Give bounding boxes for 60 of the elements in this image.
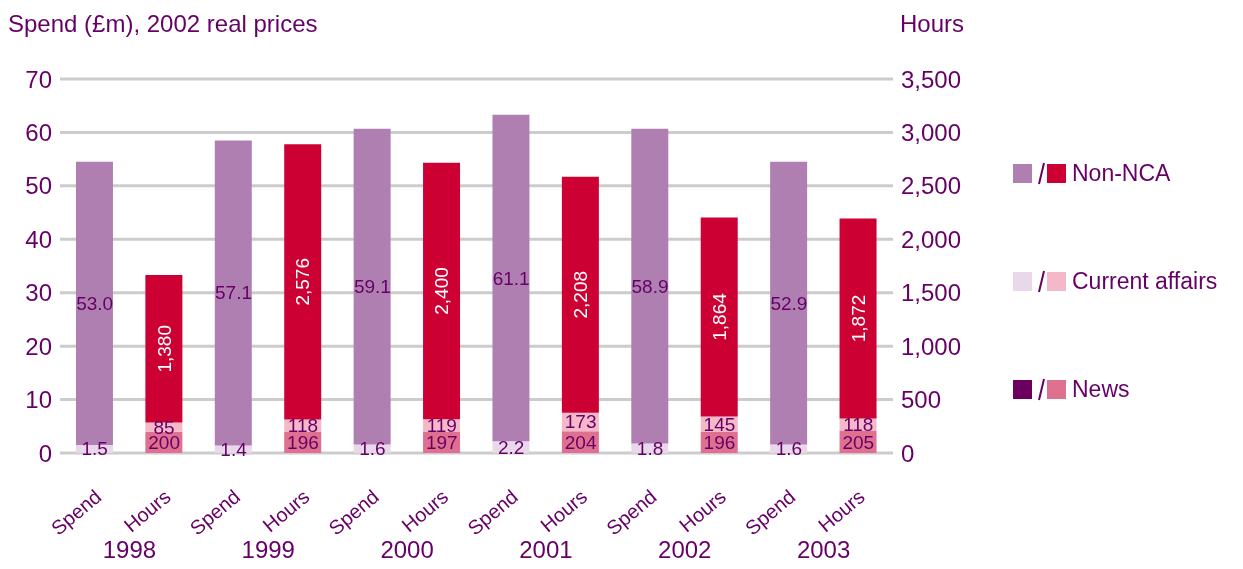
y-tick-label: 10 bbox=[25, 386, 52, 414]
bar bbox=[492, 114, 530, 442]
data-label: 2,576 bbox=[292, 258, 314, 306]
legend-label: Current affairs bbox=[1072, 267, 1218, 295]
bar bbox=[423, 162, 461, 420]
legend-label: Non-NCA bbox=[1072, 159, 1171, 187]
data-label: 1.5 bbox=[81, 438, 108, 460]
y-axis-title: Spend (£m), 2002 real prices bbox=[8, 10, 318, 38]
bar bbox=[561, 176, 599, 413]
y-tick-label: 50 bbox=[25, 172, 52, 200]
data-label: 145 bbox=[703, 413, 736, 435]
text: 2000 bbox=[379, 536, 435, 564]
data-label: 196 bbox=[703, 432, 736, 454]
y-tick-label: 60 bbox=[25, 118, 52, 146]
y2-axis-title: Hours bbox=[900, 10, 965, 38]
data-label: 2,208 bbox=[570, 270, 592, 319]
data-label: 1,864 bbox=[708, 292, 730, 341]
y-tick-label: 70 bbox=[25, 65, 52, 93]
bar bbox=[145, 275, 183, 423]
data-label: 204 bbox=[564, 431, 597, 453]
data-label: 2,400 bbox=[431, 267, 453, 315]
y2-tick-label: 3,500 bbox=[901, 65, 962, 93]
y-tick-label: 20 bbox=[25, 332, 52, 360]
data-label: 52.9 bbox=[770, 292, 808, 314]
y2-tick-label: 3,000 bbox=[901, 118, 962, 146]
text: 1998 bbox=[101, 536, 158, 564]
data-label: 53.0 bbox=[76, 292, 114, 314]
data-label: 173 bbox=[564, 411, 597, 433]
y2-tick-label: 500 bbox=[901, 386, 942, 414]
y2-tick-label: 2,500 bbox=[901, 172, 962, 200]
y-tick-label: 40 bbox=[25, 225, 52, 253]
data-label: 59.1 bbox=[353, 276, 391, 298]
data-label: 196 bbox=[287, 432, 319, 454]
data-label: 1,380 bbox=[153, 325, 175, 373]
y-tick-label: 30 bbox=[25, 279, 52, 307]
text: 2002 bbox=[657, 536, 713, 564]
data-label: 57.1 bbox=[215, 282, 253, 304]
bar bbox=[839, 218, 877, 419]
data-label: 58.9 bbox=[631, 275, 669, 297]
data-label: 197 bbox=[425, 431, 458, 453]
y2-tick-label: 1,500 bbox=[901, 279, 962, 307]
data-label: 1.4 bbox=[220, 438, 248, 460]
data-label: 1.6 bbox=[775, 438, 803, 460]
text: 1999 bbox=[240, 536, 296, 564]
bar bbox=[700, 217, 738, 417]
data-label: 205 bbox=[842, 431, 875, 453]
y2-tick-label: 2,000 bbox=[901, 225, 962, 253]
data-label: 1.8 bbox=[636, 437, 664, 459]
data-label: 61.1 bbox=[492, 267, 530, 289]
bar bbox=[631, 128, 669, 444]
text: 2001 bbox=[518, 536, 574, 564]
y2-tick-label: 0 bbox=[901, 439, 915, 467]
legend-label: News bbox=[1072, 375, 1130, 403]
data-label: 1.6 bbox=[359, 438, 386, 460]
text: 2003 bbox=[795, 536, 852, 564]
y2-tick-label: 1,000 bbox=[901, 332, 962, 360]
y-tick-label: 0 bbox=[38, 439, 52, 467]
bar bbox=[284, 144, 322, 420]
data-label: 1,872 bbox=[847, 294, 869, 343]
data-label: 2.2 bbox=[498, 436, 525, 458]
